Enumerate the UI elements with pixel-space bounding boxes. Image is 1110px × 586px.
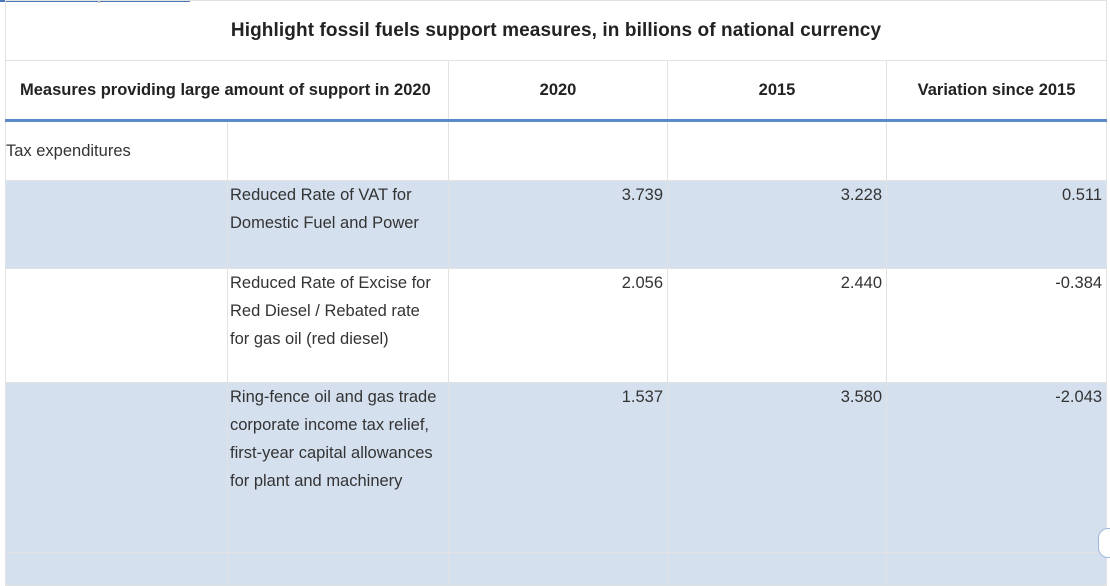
empty-cell — [5, 382, 228, 553]
variation-cell: -2.043 — [885, 382, 1108, 553]
value-2020-cell: 1.537 — [448, 382, 668, 553]
empty-cell — [227, 552, 449, 586]
scroll-handle[interactable] — [1098, 528, 1110, 558]
table-row: Reduced Rate of Excise for Red Diesel / … — [5, 268, 1108, 383]
value-2015-cell: 2.440 — [667, 268, 887, 383]
support-measures-table: Highlight fossil fuels support measures,… — [4, 0, 1108, 586]
empty-cell — [885, 552, 1108, 586]
header-measure[interactable]: Measures providing large amount of suppo… — [5, 60, 449, 122]
header-row: Measures providing large amount of suppo… — [5, 60, 1108, 122]
table-row: Reduced Rate of VAT for Domestic Fuel an… — [5, 180, 1108, 269]
empty-cell — [5, 180, 228, 269]
value-2015-cell: 3.228 — [667, 180, 887, 269]
measure-cell: Ring-fence oil and gas trade corporate i… — [227, 382, 449, 553]
variation-cell: 0.511 — [885, 180, 1108, 269]
measure-cell: Reduced Rate of Excise for Red Diesel / … — [227, 268, 449, 383]
empty-cell — [448, 120, 668, 181]
table-title: Highlight fossil fuels support measures,… — [4, 0, 1108, 61]
empty-cell — [5, 552, 228, 586]
variation-cell: -0.384 — [885, 268, 1108, 383]
empty-cell — [667, 120, 887, 181]
value-2020-cell: 3.739 — [448, 180, 668, 269]
section-label: Tax expenditures — [5, 120, 228, 181]
header-variation[interactable]: Variation since 2015 — [885, 60, 1108, 122]
empty-cell — [227, 120, 449, 181]
header-2015[interactable]: 2015 — [667, 60, 887, 122]
header-2020[interactable]: 2020 — [448, 60, 668, 122]
table-row: Ring-fence oil and gas trade corporate i… — [5, 382, 1108, 553]
empty-cell — [448, 552, 668, 586]
empty-cell — [5, 268, 228, 383]
empty-cell — [885, 120, 1108, 181]
value-2015-cell: 3.580 — [667, 382, 887, 553]
table-row-partial — [5, 552, 1108, 586]
section-row: Tax expenditures — [5, 120, 1108, 181]
empty-cell — [667, 552, 887, 586]
measure-cell: Reduced Rate of VAT for Domestic Fuel an… — [227, 180, 449, 269]
title-row: Highlight fossil fuels support measures,… — [4, 0, 1108, 61]
value-2020-cell: 2.056 — [448, 268, 668, 383]
